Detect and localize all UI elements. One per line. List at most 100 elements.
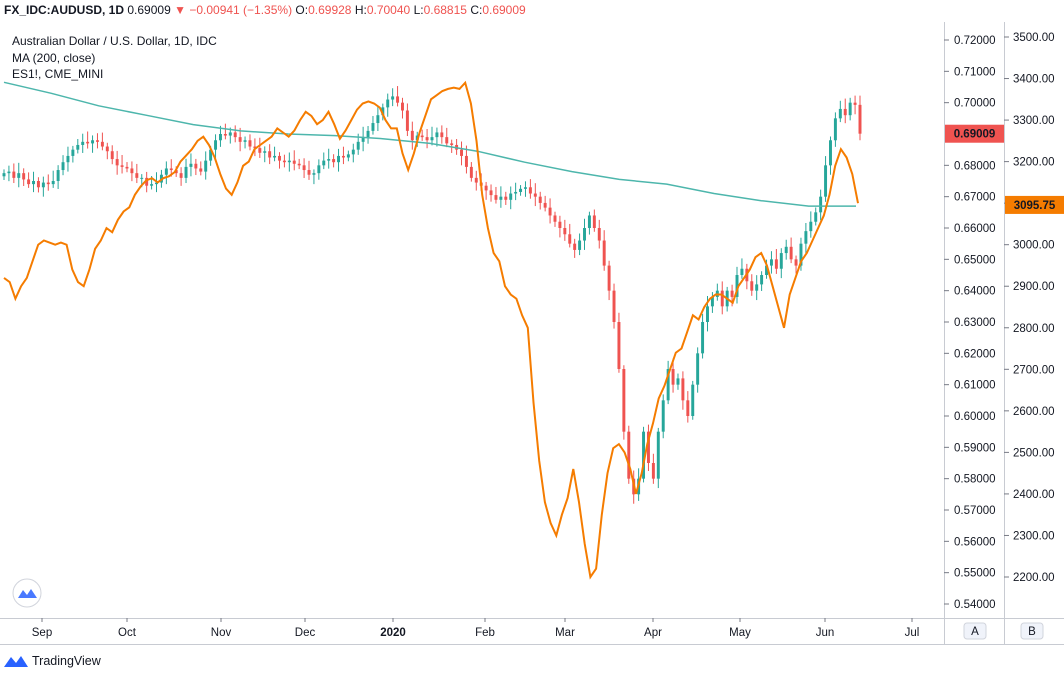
candle-body (46, 182, 50, 185)
candle-body (765, 265, 769, 275)
time-axis-tick-label: Feb (475, 627, 495, 639)
candle-body (538, 196, 542, 203)
low-label: L: (413, 3, 424, 17)
candle-body (740, 268, 744, 275)
symbol-name[interactable]: FX_IDC:AUDUSD, 1D (4, 3, 125, 17)
candle-body (120, 165, 124, 167)
price-axis[interactable]: 0.72000 0.71000 0.70000 0.68000 0.67000 0.660… (944, 35, 996, 611)
brand-name: TradingView (32, 654, 101, 668)
candle-body (460, 149, 463, 156)
es-axis-tick-label: 2900.00 (1013, 281, 1055, 293)
tradingview-logo[interactable]: TradingView (4, 654, 101, 668)
es-axis[interactable]: 3500.003400.003300.003200.003100.003000.… (1004, 32, 1055, 584)
ma-200-line (3, 81, 856, 207)
candle-body (735, 275, 739, 297)
candle-body (263, 151, 267, 153)
candle-body (484, 185, 488, 191)
open-value: 0.69928 (308, 3, 352, 17)
es-last-label: 3095.75 (1014, 200, 1056, 212)
candle-body (169, 168, 173, 171)
candle-body (706, 306, 709, 322)
candle-body (597, 228, 601, 241)
candle-body (686, 400, 690, 416)
candle-body (71, 149, 75, 156)
time-axis[interactable]: Sep Oct Nov Dec 2020 Feb Mar Apr May Jun Jul (32, 618, 920, 639)
candle-body (730, 290, 734, 297)
candle-body (710, 296, 714, 307)
legend-title[interactable]: Australian Dollar / U.S. Dollar, 1D, IDC (12, 34, 217, 48)
candle-body (853, 102, 857, 105)
candle-body (784, 246, 788, 254)
price-axis-tick-label: 0.58000 (954, 474, 996, 486)
candle-body (533, 193, 537, 197)
chart-legend: Australian Dollar / U.S. Dollar, 1D, IDC… (12, 33, 217, 83)
candle-body (179, 173, 183, 178)
price-axis-tick-label: 0.66000 (954, 223, 996, 235)
candle-body (420, 135, 424, 138)
candle-body (327, 159, 331, 161)
candle-body (17, 173, 21, 178)
axis-a-button[interactable]: A (963, 622, 987, 640)
candle-body (814, 212, 818, 222)
es-axis-tick-label: 2800.00 (1013, 323, 1055, 335)
axis-b-button[interactable]: B (1020, 622, 1044, 640)
candle-body (440, 132, 444, 138)
candle-body (199, 168, 203, 172)
candle-body (273, 155, 277, 158)
es-axis-tick-label: 2600.00 (1013, 406, 1055, 418)
candle-body (7, 171, 11, 174)
candle-body (769, 259, 773, 266)
candle-body (430, 137, 434, 141)
candle-body (671, 369, 675, 385)
candle-body (578, 240, 582, 250)
candle-body (297, 163, 301, 166)
candle-body (829, 140, 832, 166)
candle-body (145, 177, 149, 186)
plot-layer (2, 80, 862, 580)
last-price-label: 0.69009 (954, 129, 996, 141)
candle-body (61, 162, 65, 171)
high-value: 0.70040 (366, 3, 411, 17)
candle-body (450, 143, 454, 145)
candle-body (332, 159, 336, 163)
candle-body (553, 215, 557, 222)
candle-body (774, 259, 778, 269)
es-axis-tick-label: 3500.00 (1013, 32, 1055, 44)
candle-body (833, 118, 837, 141)
candle-body (356, 141, 360, 150)
price-axis-tick-label: 0.59000 (954, 442, 996, 454)
candle-body (81, 141, 85, 145)
candle-body (789, 246, 793, 260)
last-price-label-bg (945, 124, 1004, 143)
candle-body (164, 168, 168, 175)
price-axis-tick-label: 0.68000 (954, 160, 996, 172)
candle-body (627, 431, 631, 479)
axis-b-label: B (1028, 626, 1036, 638)
candle-body (366, 130, 370, 138)
time-axis-tick-label: May (729, 627, 751, 639)
candle-body (150, 184, 154, 186)
candle-body (346, 154, 350, 158)
price-axis-tick-label: 0.63000 (954, 317, 996, 329)
candle-body (651, 463, 655, 479)
legend-compare[interactable]: ES1!, CME_MINI (12, 67, 104, 81)
candle-body (809, 221, 813, 232)
chart-watermark-logo[interactable] (12, 578, 42, 608)
legend-ma[interactable]: MA (200, close) (12, 50, 96, 65)
candle-body (184, 166, 188, 178)
candle-body (720, 290, 724, 307)
candle-body (248, 140, 252, 147)
candle-body (258, 148, 262, 153)
candle-body (287, 160, 291, 163)
candle-body (528, 187, 532, 194)
candle-body (587, 215, 591, 228)
candle-body (238, 137, 242, 142)
es-axis-tick-label: 3000.00 (1013, 240, 1055, 252)
candle-body (504, 196, 508, 200)
candle-body (523, 187, 527, 189)
candle-body (568, 234, 572, 244)
candle-body (558, 221, 562, 228)
candle-body (194, 163, 198, 169)
candle-body (445, 137, 449, 144)
